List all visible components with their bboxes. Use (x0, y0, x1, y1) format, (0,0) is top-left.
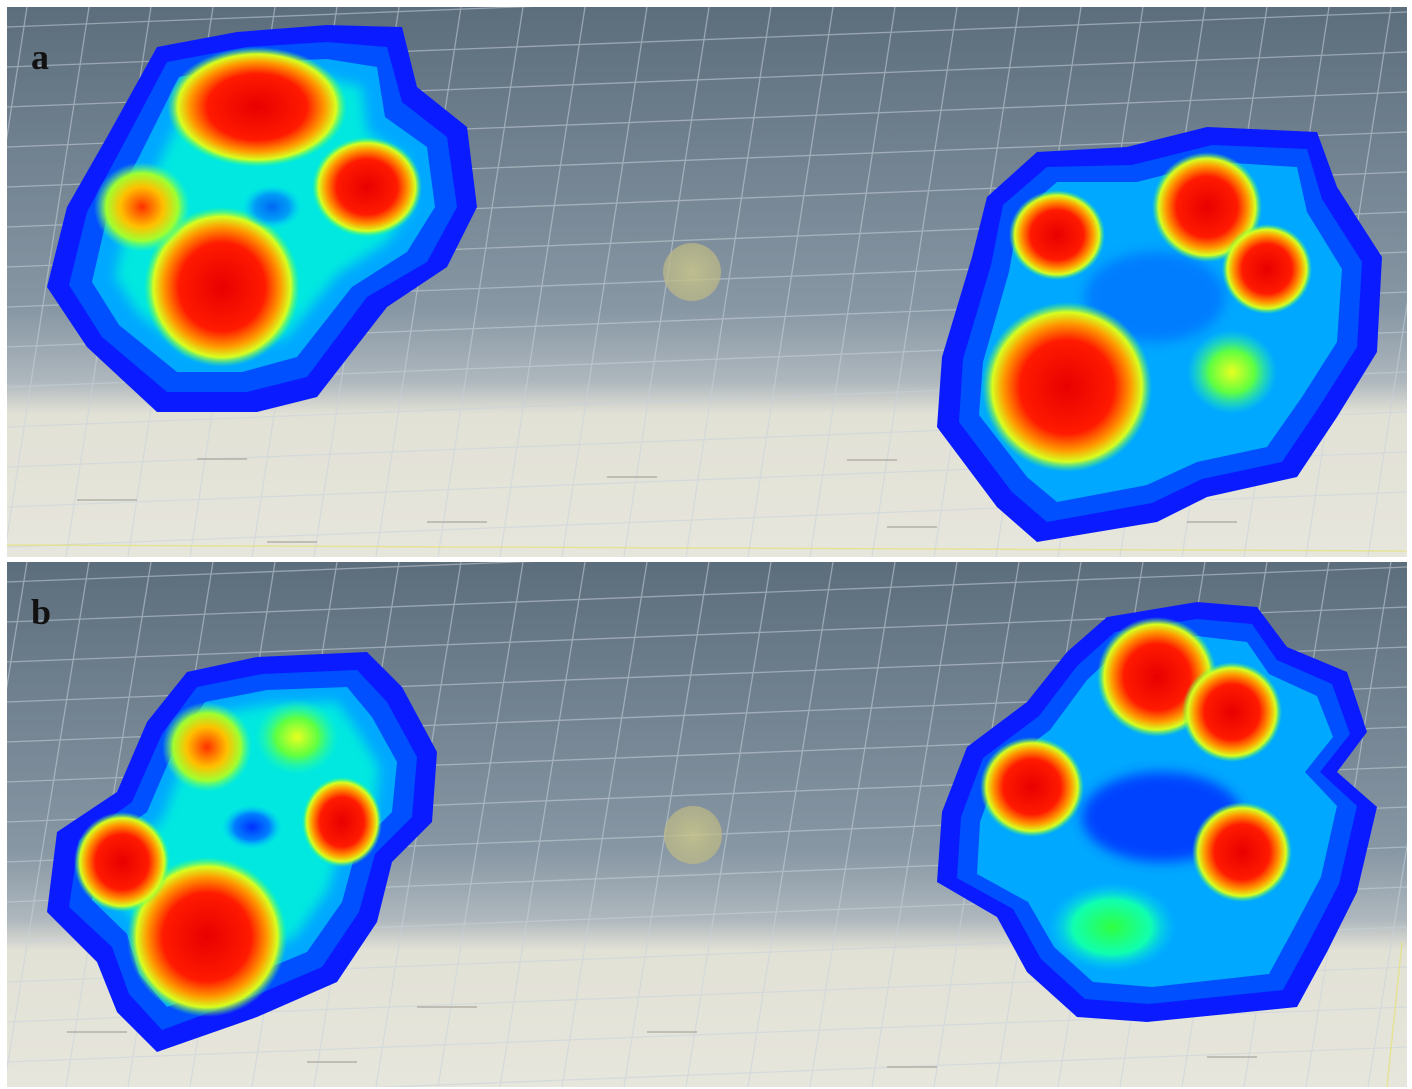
pressure-peak (1192, 802, 1292, 902)
pressure-peak (162, 702, 252, 792)
pressure-peak (312, 137, 422, 237)
panel-label-b: b (31, 592, 52, 632)
pressure-peak (255, 699, 339, 775)
floor-dashes (67, 1006, 1257, 1068)
pressure-peak (94, 162, 190, 252)
heatmap-right-paw-b (937, 602, 1377, 1022)
pressure-peak (127, 857, 287, 1017)
panel-a: a (7, 7, 1407, 557)
pressure-peak (302, 777, 382, 867)
floor-dashes (77, 458, 1237, 543)
pressure-peak (1187, 330, 1277, 414)
origin-marker-icon (663, 243, 721, 301)
pressure-peak (1047, 882, 1177, 972)
pressure-peak (144, 207, 300, 367)
pressure-peak (1182, 662, 1282, 762)
heatmap-left-paw-a (47, 25, 477, 412)
origin-marker-icon (664, 806, 722, 864)
heatmap-right-paw-a (937, 127, 1382, 542)
pressure-peak (982, 302, 1152, 472)
pressure-peak (1009, 190, 1105, 280)
pressure-peak (74, 812, 170, 912)
pressure-peak (167, 47, 347, 167)
pressure-scene-a (7, 7, 1407, 557)
panel-b: b (7, 562, 1407, 1087)
heatmap-left-paw-b (47, 652, 437, 1052)
pressure-peak (1222, 224, 1312, 314)
panel-label-a: a (31, 37, 49, 77)
pressure-scene-b (7, 562, 1407, 1087)
pressure-peak (980, 737, 1084, 837)
pressure-peak (1152, 152, 1262, 262)
